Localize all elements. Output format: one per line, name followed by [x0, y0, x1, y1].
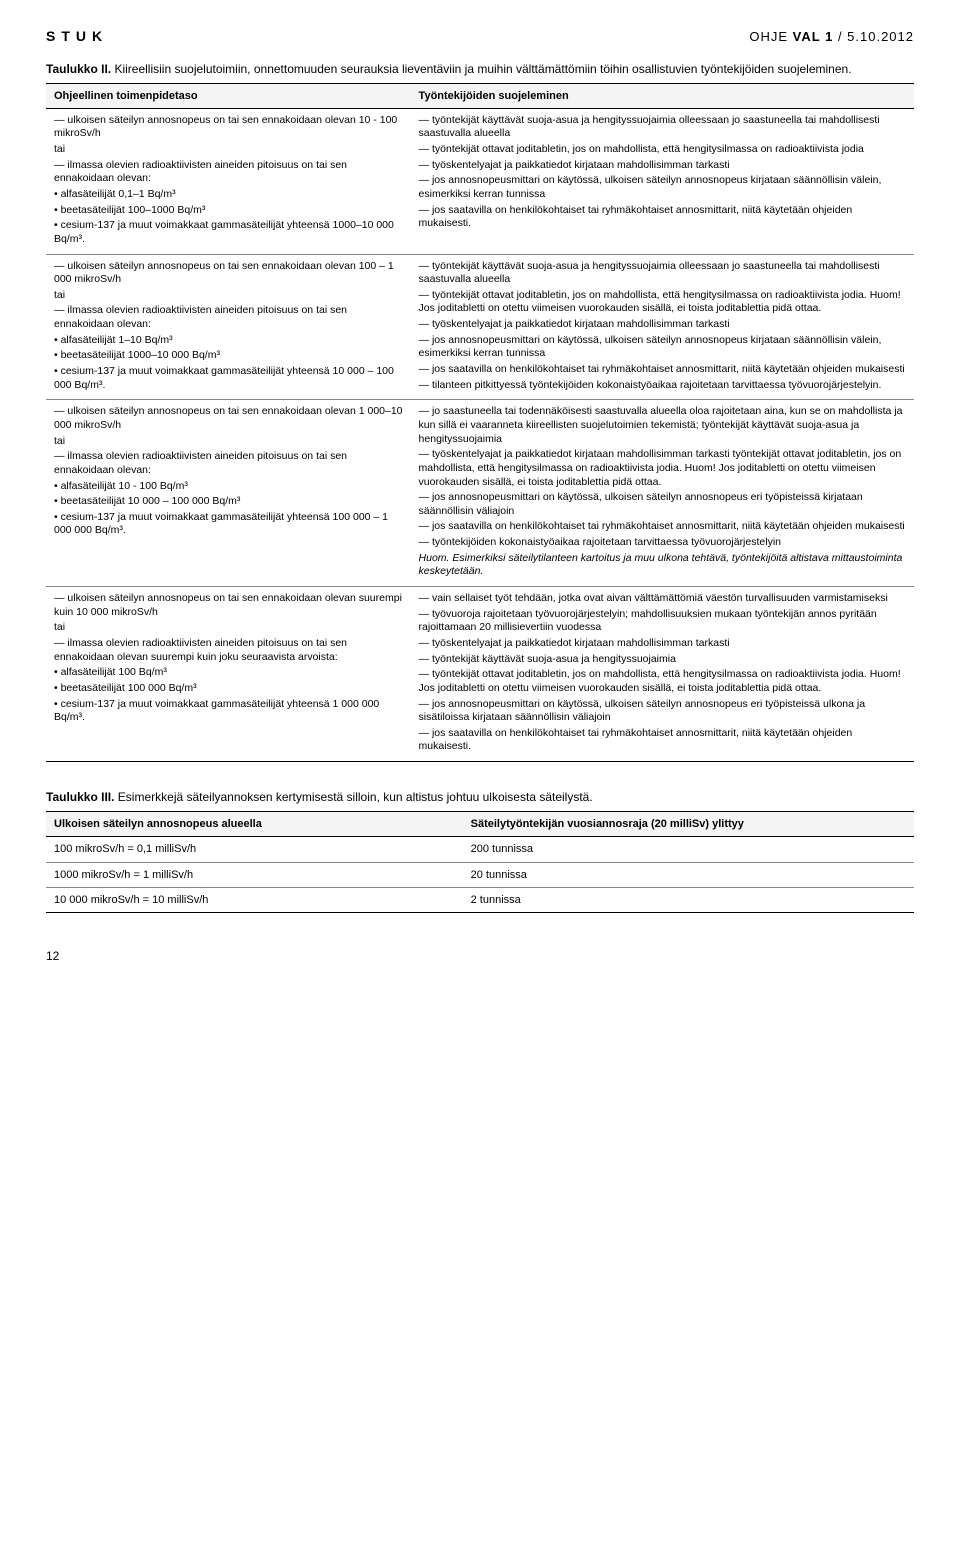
bullet-item: alfasäteilijät 0,1–1 Bq/m³ [54, 188, 403, 202]
table2-head-row: Ohjeellinen toimenpidetaso Työntekijöide… [46, 83, 914, 108]
dash-item: työskentelyajat ja paikkatiedot kirjataa… [419, 448, 906, 489]
dash-item: jos annosnopeusmittari on käytössä, ulko… [419, 174, 906, 201]
dash-item: työntekijät ottavat joditabletin, jos on… [419, 668, 906, 695]
table3-head-left: Ulkoisen säteilyn annosnopeus alueella [46, 812, 463, 837]
header-left: STUK [46, 28, 108, 46]
table2-row: ulkoisen säteilyn annosnopeus on tai sen… [46, 587, 914, 762]
page-header: STUK OHJE VAL 1 / 5.10.2012 [46, 28, 914, 46]
table3-cell-left: 10 000 mikroSv/h = 10 milliSv/h [46, 887, 463, 912]
table2-cell-left: ulkoisen säteilyn annosnopeus on tai sen… [46, 587, 411, 762]
table3-cell-right: 200 tunnissa [463, 837, 914, 862]
table2-row: ulkoisen säteilyn annosnopeus on tai sen… [46, 400, 914, 587]
table2-caption-rest: Kiireellisiin suojelutoimiin, onnettomuu… [111, 62, 851, 76]
table3-head-right: Säteilytyöntekijän vuosiannosraja (20 mi… [463, 812, 914, 837]
table2-cell-left: ulkoisen säteilyn annosnopeus on tai sen… [46, 108, 411, 254]
table2-row: ulkoisen säteilyn annosnopeus on tai sen… [46, 108, 914, 254]
dash-item: työntekijät käyttävät suoja-asua ja heng… [419, 260, 906, 287]
bullet-item: cesium-137 ja muut voimakkaat gammasätei… [54, 219, 403, 246]
table2-row: ulkoisen säteilyn annosnopeus on tai sen… [46, 254, 914, 400]
table2-cell-right: jo saastuneella tai todennäköisesti saas… [411, 400, 914, 587]
dash-item: jos saatavilla on henkilökohtaiset tai r… [419, 363, 906, 377]
table2-head-right: Työntekijöiden suojeleminen [411, 83, 914, 108]
table2-head-left: Ohjeellinen toimenpidetaso [46, 83, 411, 108]
dash-item: jo saastuneella tai todennäköisesti saas… [419, 405, 906, 446]
table3-row: 100 mikroSv/h = 0,1 milliSv/h200 tunniss… [46, 837, 914, 862]
bullet-item: cesium-137 ja muut voimakkaat gammasätei… [54, 365, 403, 392]
dash-item: ilmassa olevien radioaktiivisten aineide… [54, 159, 403, 186]
dash-item: työskentelyajat ja paikkatiedot kirjataa… [419, 637, 906, 651]
plain-line: tai [54, 621, 403, 635]
dash-item: jos saatavilla on henkilökohtaiset tai r… [419, 727, 906, 754]
bullet-item: alfasäteilijät 1–10 Bq/m³ [54, 334, 403, 348]
table2-cell-right: vain sellaiset työt tehdään, jotka ovat … [411, 587, 914, 762]
bullet-item: beetasäteilijät 100 000 Bq/m³ [54, 682, 403, 696]
page-number: 12 [46, 949, 914, 964]
table2-cell-right: työntekijät käyttävät suoja-asua ja heng… [411, 108, 914, 254]
dash-item: vain sellaiset työt tehdään, jotka ovat … [419, 592, 906, 606]
bullet-item: cesium-137 ja muut voimakkaat gammasätei… [54, 698, 403, 725]
plain-line: tai [54, 435, 403, 449]
dash-item: jos annosnopeusmittari on käytössä, ulko… [419, 698, 906, 725]
table2-caption-bold: Taulukko II. [46, 62, 111, 76]
dash-item: jos saatavilla on henkilökohtaiset tai r… [419, 204, 906, 231]
page: STUK OHJE VAL 1 / 5.10.2012 Taulukko II.… [0, 0, 960, 984]
table3-caption-rest: Esimerkkejä säteilyannoksen kertymisestä… [114, 790, 592, 804]
dash-item: ulkoisen säteilyn annosnopeus on tai sen… [54, 592, 403, 619]
dash-item: työntekijät ottavat joditabletin, jos on… [419, 143, 906, 157]
dash-item: työskentelyajat ja paikkatiedot kirjataa… [419, 159, 906, 173]
italic-note: Huom. Esimerkiksi säteilytilanteen karto… [419, 552, 906, 579]
dash-item: ilmassa olevien radioaktiivisten aineide… [54, 637, 403, 664]
dash-item: jos annosnopeusmittari on käytössä, ulko… [419, 491, 906, 518]
bullet-item: alfasäteilijät 100 Bq/m³ [54, 666, 403, 680]
dash-item: ilmassa olevien radioaktiivisten aineide… [54, 450, 403, 477]
plain-line: tai [54, 143, 403, 157]
table3-cell-right: 20 tunnissa [463, 862, 914, 887]
header-right-prefix: OHJE [749, 29, 792, 44]
table3-row: 10 000 mikroSv/h = 10 milliSv/h2 tunniss… [46, 887, 914, 912]
table2-cell-left: ulkoisen säteilyn annosnopeus on tai sen… [46, 254, 411, 400]
dash-item: ulkoisen säteilyn annosnopeus on tai sen… [54, 260, 403, 287]
table3-caption: Taulukko III. Esimerkkejä säteilyannokse… [46, 790, 914, 805]
dash-item: tilanteen pitkittyessä työntekijöiden ko… [419, 379, 906, 393]
bullet-item: beetasäteilijät 1000–10 000 Bq/m³ [54, 349, 403, 363]
table2: Ohjeellinen toimenpidetaso Työntekijöide… [46, 83, 914, 763]
dash-item: ilmassa olevien radioaktiivisten aineide… [54, 304, 403, 331]
dash-item: työskentelyajat ja paikkatiedot kirjataa… [419, 318, 906, 332]
dash-item: ulkoisen säteilyn annosnopeus on tai sen… [54, 114, 403, 141]
table3-head-row: Ulkoisen säteilyn annosnopeus alueella S… [46, 812, 914, 837]
table2-cell-right: työntekijät käyttävät suoja-asua ja heng… [411, 254, 914, 400]
dash-item: työntekijöiden kokonaistyöaikaa rajoitet… [419, 536, 906, 550]
table3: Ulkoisen säteilyn annosnopeus alueella S… [46, 811, 914, 913]
dash-item: ulkoisen säteilyn annosnopeus on tai sen… [54, 405, 403, 432]
table2-caption: Taulukko II. Kiireellisiin suojelutoimii… [46, 62, 914, 77]
header-right: OHJE VAL 1 / 5.10.2012 [749, 29, 914, 45]
dash-item: jos annosnopeusmittari on käytössä, ulko… [419, 334, 906, 361]
table3-row: 1000 mikroSv/h = 1 milliSv/h20 tunnissa [46, 862, 914, 887]
bullet-item: beetasäteilijät 100–1000 Bq/m³ [54, 204, 403, 218]
dash-item: jos saatavilla on henkilökohtaiset tai r… [419, 520, 906, 534]
header-right-bold: VAL 1 [793, 29, 834, 44]
table3-cell-right: 2 tunnissa [463, 887, 914, 912]
table3-caption-bold: Taulukko III. [46, 790, 114, 804]
bullet-item: beetasäteilijät 10 000 – 100 000 Bq/m³ [54, 495, 403, 509]
dash-item: työntekijät ottavat joditabletin, jos on… [419, 289, 906, 316]
table2-cell-left: ulkoisen säteilyn annosnopeus on tai sen… [46, 400, 411, 587]
dash-item: työntekijät käyttävät suoja-asua ja heng… [419, 653, 906, 667]
header-right-suffix: / 5.10.2012 [833, 29, 914, 44]
bullet-item: alfasäteilijät 10 - 100 Bq/m³ [54, 480, 403, 494]
dash-item: työvuoroja rajoitetaan työvuorojärjestel… [419, 608, 906, 635]
bullet-item: cesium-137 ja muut voimakkaat gammasätei… [54, 511, 403, 538]
dash-item: työntekijät käyttävät suoja-asua ja heng… [419, 114, 906, 141]
table3-cell-left: 1000 mikroSv/h = 1 milliSv/h [46, 862, 463, 887]
plain-line: tai [54, 289, 403, 303]
table3-cell-left: 100 mikroSv/h = 0,1 milliSv/h [46, 837, 463, 862]
